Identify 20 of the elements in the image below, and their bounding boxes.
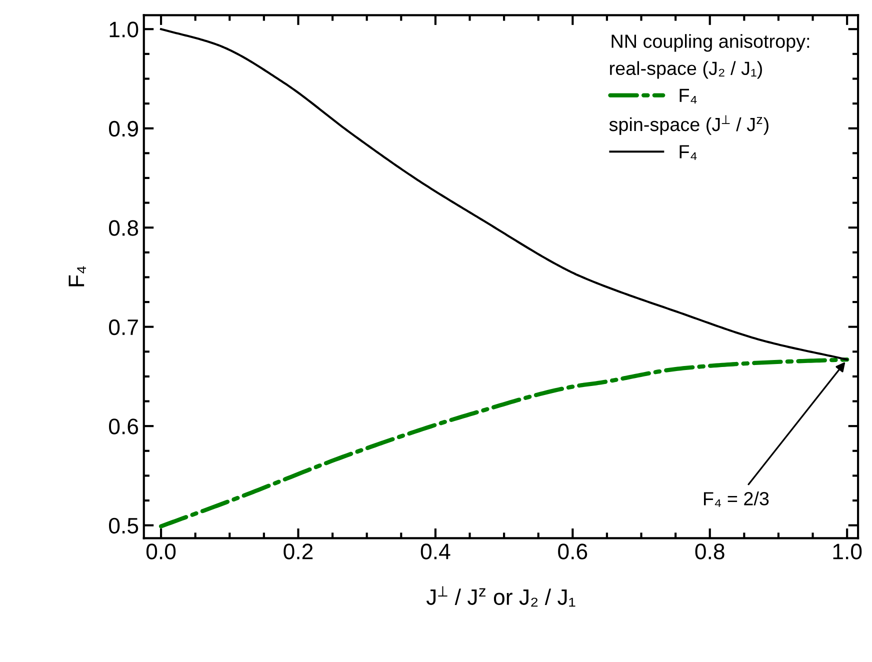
- annotation: F₄ = 2/3: [704, 492, 769, 507]
- y-tick-label: 0.7: [109, 319, 138, 336]
- x-axis-title: J$^{⊥}$ / J$^{z}$ or J₂ / J₁: [426, 586, 576, 607]
- x-tick-label: 1.0: [833, 544, 862, 560]
- x-tick-label: 0.8: [695, 544, 724, 560]
- annotation: spin-space (J$^{⊥}$ / J$^{z}$): [609, 115, 768, 135]
- x-tick-label: 0.2: [284, 544, 313, 560]
- x-tick-label: 0.4: [420, 544, 450, 560]
- y-tick-label: 0.5: [109, 518, 138, 534]
- y-tick-label: 0.9: [109, 120, 138, 137]
- x-tick-label: 0.0: [146, 544, 176, 560]
- y-tick-label: 1.0: [110, 22, 138, 38]
- y-tick-label: 0.6: [109, 418, 138, 434]
- legend-label: F₄: [680, 145, 697, 160]
- y-tick-label: 0.8: [109, 220, 138, 236]
- legend-label: F₄: [680, 88, 697, 104]
- annotation: real-space (J₂ / J₁): [610, 61, 762, 79]
- legend-title: NN coupling anisotropy:: [612, 34, 810, 52]
- y-axis-title: F₄: [68, 266, 86, 286]
- x-tick-label: 0.6: [558, 544, 588, 560]
